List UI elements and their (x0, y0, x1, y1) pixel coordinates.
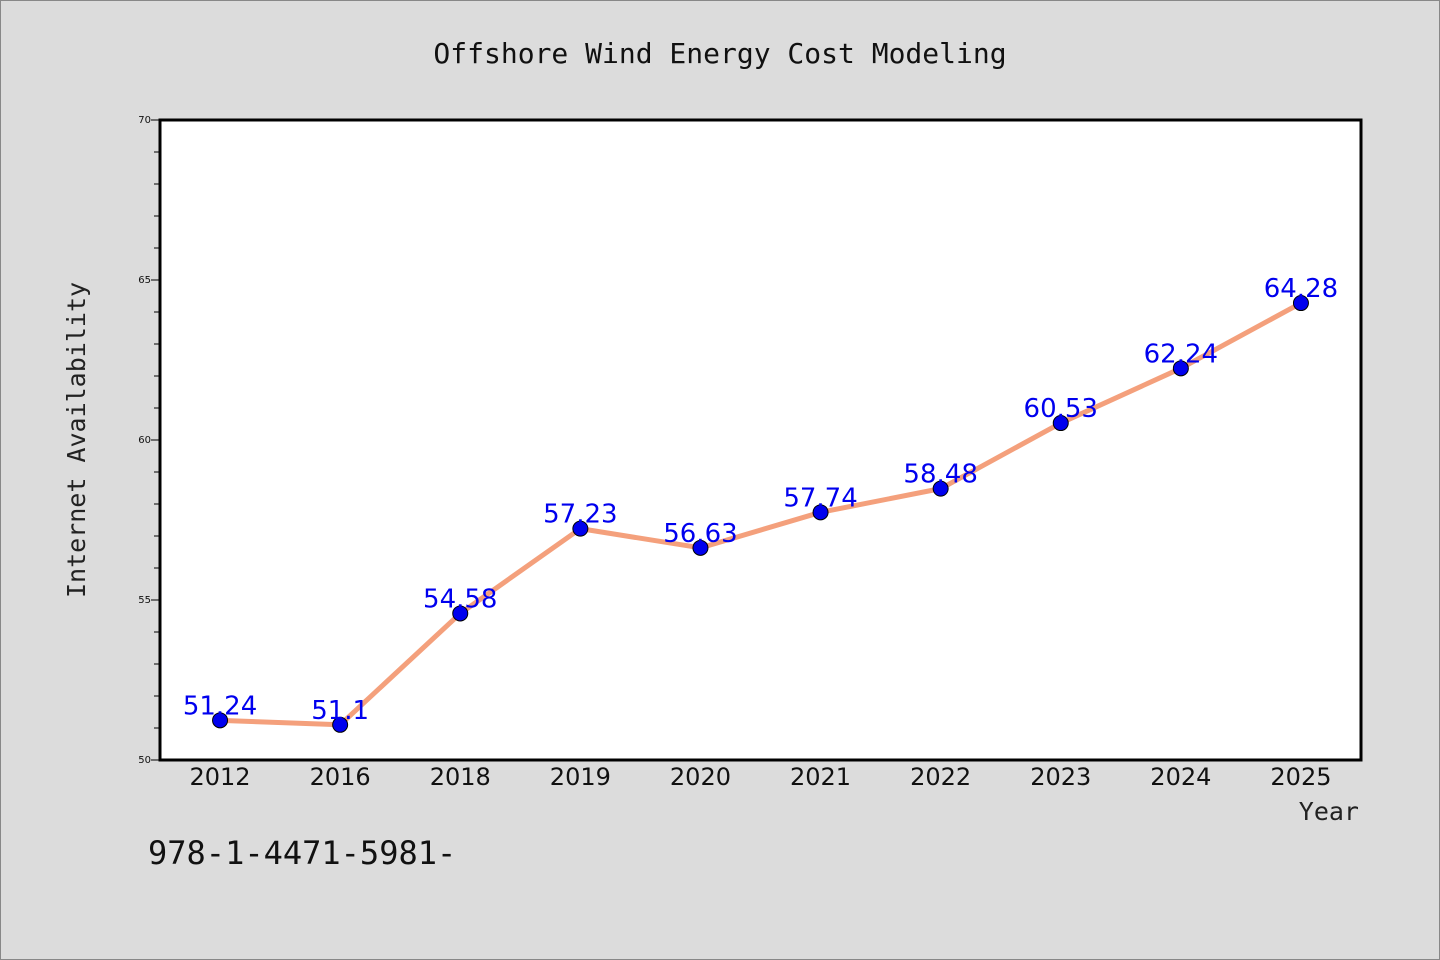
y-tick-label: 50 (138, 755, 151, 766)
data-point (812, 504, 829, 521)
plot-area (160, 120, 1361, 760)
y-axis: 50 55 60 65 70 (138, 115, 160, 766)
data-label: 62.24 (1144, 339, 1218, 369)
data-point (452, 605, 469, 622)
data-point (932, 480, 949, 497)
plot-border (158, 118, 1363, 762)
x-tick-label: 2018 (430, 763, 491, 791)
data-point (332, 716, 349, 733)
data-label: 56.63 (663, 519, 737, 549)
x-tick-label: 2021 (790, 763, 851, 791)
data-point (1172, 360, 1189, 377)
y-tick-label: 60 (138, 435, 151, 446)
x-axis-label: Year (1299, 797, 1359, 826)
data-label: 64.28 (1264, 274, 1338, 304)
data-point (1292, 295, 1309, 312)
data-label: 54.58 (423, 584, 497, 614)
data-label: 51.24 (183, 691, 257, 721)
data-label: 58.48 (903, 460, 977, 490)
x-tick-label: 2023 (1030, 763, 1091, 791)
x-tick-label: 2022 (910, 763, 971, 791)
x-tick-label: 2019 (550, 763, 611, 791)
data-point (1052, 415, 1069, 432)
y-tick-label: 70 (138, 115, 151, 126)
data-label: 60.53 (1024, 394, 1098, 424)
y-tick-label: 65 (138, 275, 151, 286)
data-point (572, 520, 589, 537)
x-tick-label: 2024 (1150, 763, 1211, 791)
x-tick-label: 2020 (670, 763, 731, 791)
data-label: 57.23 (543, 500, 617, 530)
data-point (692, 539, 709, 556)
x-axis: 2012 2016 2018 2019 2020 2021 2022 2023 2024 2025 (190, 763, 1332, 791)
x-tick-label: 2016 (310, 763, 371, 791)
y-axis-label: Internet Availability (62, 282, 91, 598)
y-tick-label: 55 (138, 595, 151, 606)
data-label: 57.74 (783, 483, 857, 513)
data-label: 51.1 (311, 696, 369, 726)
data-point (212, 712, 229, 729)
series-line (217, 300, 1304, 728)
series-layer: 51.24 51.1 54.58 57.23 56.63 57.74 58.48 60.53 6… (183, 274, 1338, 733)
footer-text: 978-1-4471-5981- (148, 834, 456, 872)
x-tick-label: 2025 (1270, 763, 1331, 791)
chart-title: Offshore Wind Energy Cost Modeling (433, 37, 1006, 70)
x-tick-label: 2012 (190, 763, 251, 791)
